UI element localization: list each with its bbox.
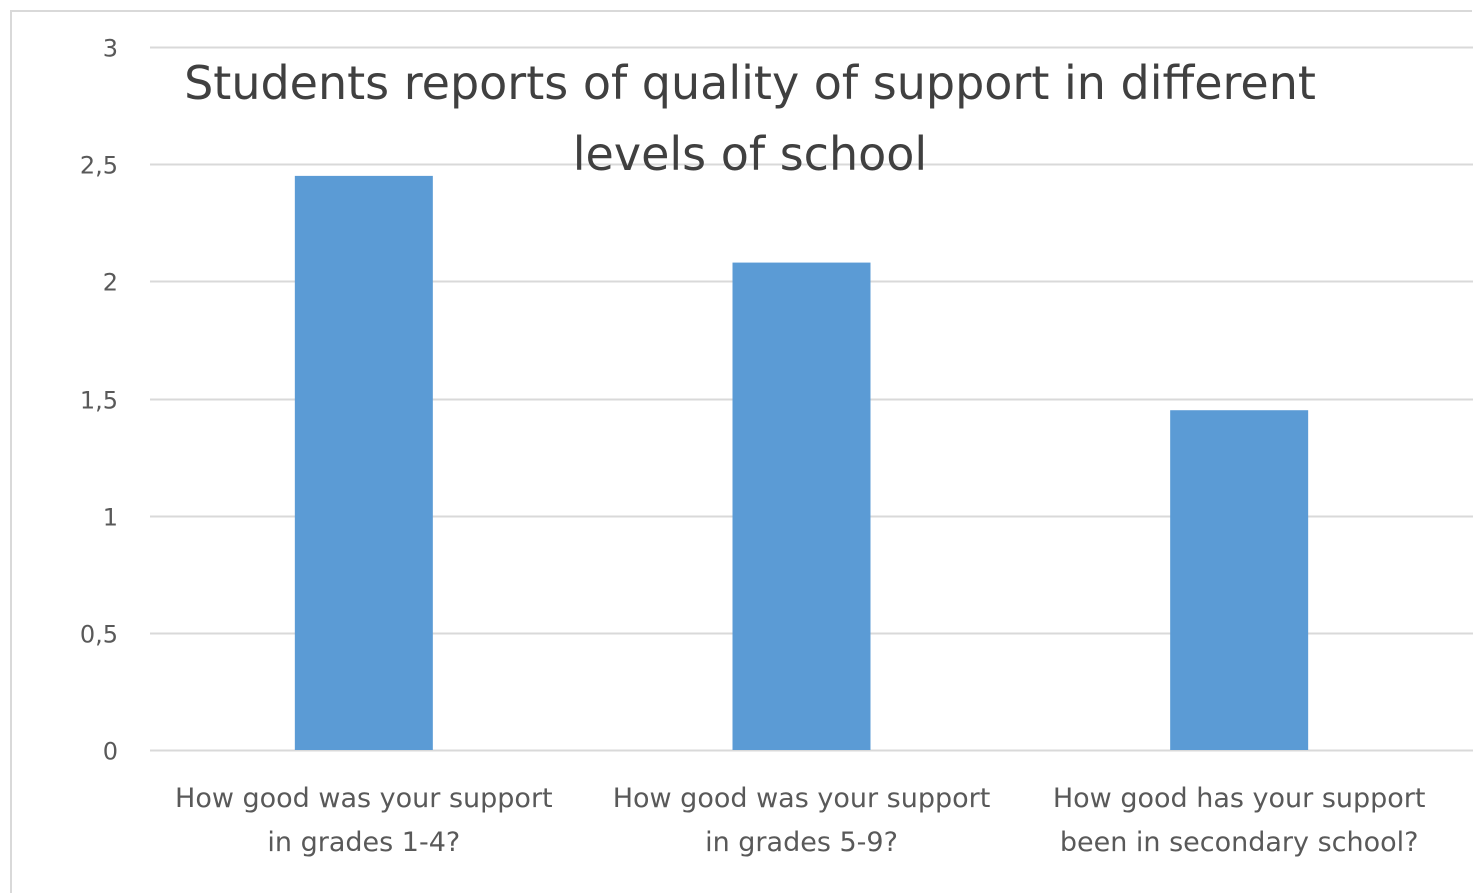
bar bbox=[294, 175, 433, 751]
bar bbox=[1170, 410, 1309, 750]
y-tick-label: 2 bbox=[103, 269, 118, 297]
chart-title-line-1: Students reports of quality of support i… bbox=[184, 56, 1316, 110]
y-tick-label: 1,5 bbox=[80, 387, 118, 415]
bar bbox=[732, 262, 871, 750]
chart-title-line-2: levels of school bbox=[572, 127, 928, 181]
y-tick-label: 2,5 bbox=[80, 152, 118, 180]
x-tick-label-line: in grades 1-4? bbox=[267, 827, 461, 858]
y-axis-ticks: 0 0,5 1 1,5 2 2,5 3 bbox=[80, 35, 118, 766]
x-tick-label-grades-5-9: How good was your support in grades 5-9? bbox=[582, 777, 1022, 865]
x-tick-label-line: How good was your support bbox=[612, 783, 991, 814]
chart-frame bbox=[10, 10, 1472, 893]
x-tick-label-line: been in secondary school? bbox=[1059, 827, 1419, 858]
y-tick-label: 0,5 bbox=[80, 621, 118, 649]
x-tick-label-grades-1-4: How good was your support in grades 1-4? bbox=[144, 777, 584, 865]
x-tick-label-line: in grades 5-9? bbox=[705, 827, 898, 858]
x-tick-label-line: How good has your support bbox=[1052, 783, 1426, 814]
y-tick-label: 0 bbox=[103, 738, 118, 766]
y-tick-label: 3 bbox=[103, 35, 118, 63]
bars bbox=[294, 175, 1309, 751]
y-tick-label: 1 bbox=[103, 504, 118, 532]
x-tick-label-secondary-school: How good has your support been in second… bbox=[1019, 777, 1459, 865]
chart-title: Students reports of quality of support i… bbox=[150, 48, 1350, 190]
x-tick-label-line: How good was your support bbox=[175, 783, 553, 814]
